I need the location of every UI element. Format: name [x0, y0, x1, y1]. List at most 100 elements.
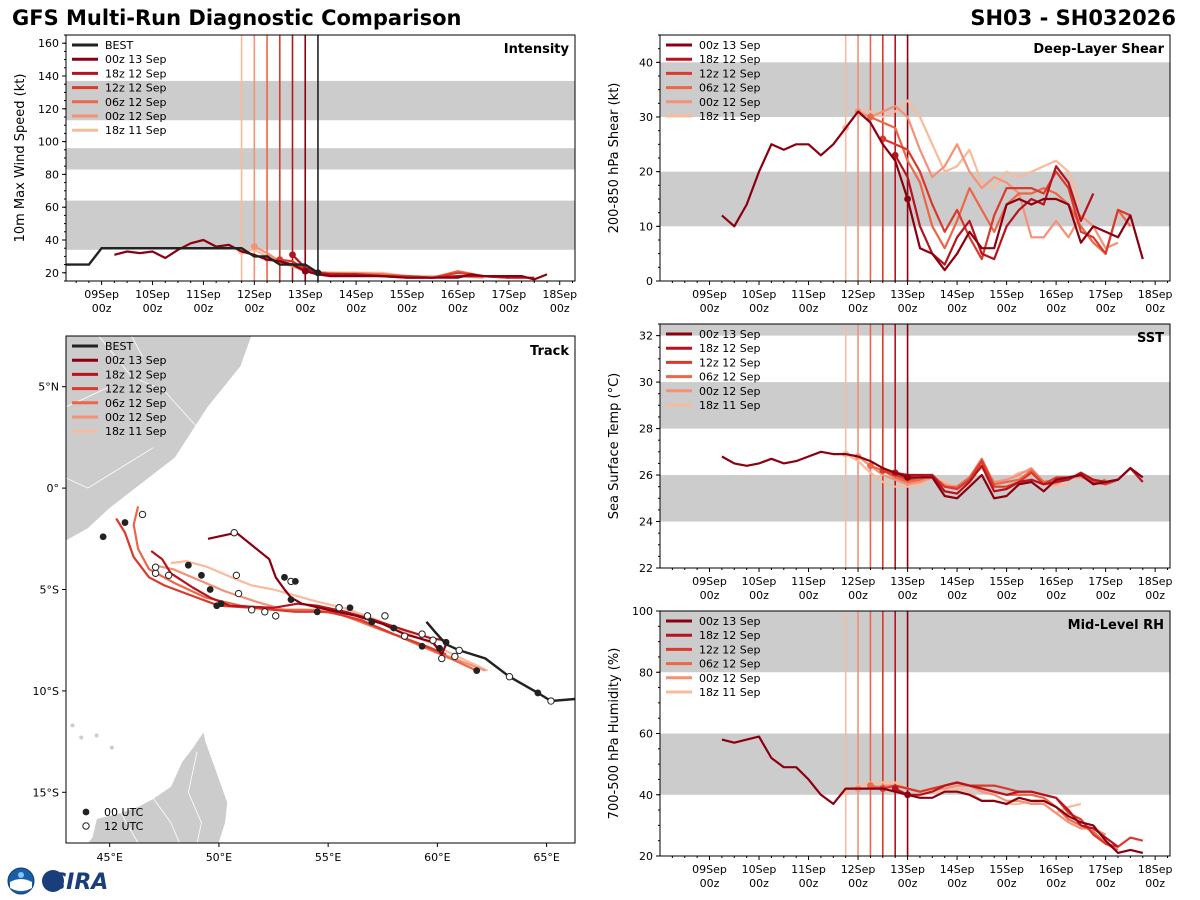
init-marker	[867, 113, 874, 121]
track-dot-00utc	[313, 608, 321, 616]
shaded-band	[660, 171, 1170, 227]
y-tick-label: 22	[639, 562, 653, 575]
init-marker	[904, 791, 911, 799]
shaded-band	[660, 62, 1170, 117]
series-line	[882, 781, 1144, 848]
y-tick-label: 26	[639, 469, 653, 482]
track-line	[153, 564, 486, 672]
x-tick-label: 00z	[1046, 302, 1066, 315]
legend-label: 12z 12 Sep	[699, 356, 761, 369]
x-tick-label: 00z	[143, 302, 163, 315]
init-marker	[250, 243, 258, 250]
y-axis-label: Sea Surface Temp (°C)	[607, 373, 622, 520]
shaded-band	[660, 382, 1170, 429]
x-tick-label: 15Sep	[390, 288, 425, 301]
legend-label: BEST	[105, 39, 133, 52]
x-tick-label: 00z	[898, 302, 918, 315]
y-tick-label: 20	[639, 850, 653, 863]
x-tick-label: 00z	[700, 877, 720, 890]
legend-label: 18z 12 Sep	[699, 629, 761, 642]
track-dot-12utc	[547, 697, 555, 705]
y-tick-label: 60	[45, 201, 59, 214]
y-tick-label: 10°S	[33, 685, 59, 698]
x-tick-label: 00z	[1145, 877, 1165, 890]
x-tick-label: 13Sep	[890, 288, 925, 301]
legend-label: 06z 12 Sep	[105, 397, 167, 410]
country-border	[66, 447, 154, 489]
shear-plot-area	[660, 35, 1170, 281]
y-tick-label: 80	[639, 666, 653, 679]
x-tick-label: 00z	[848, 877, 868, 890]
init-marker	[301, 267, 309, 275]
track-dot-12utc	[138, 510, 147, 519]
plot-frame	[659, 323, 1171, 569]
x-tick-label: 09Sep	[692, 863, 727, 876]
y-tick-label: 0°	[47, 482, 60, 495]
track-dot-12utc	[247, 606, 256, 614]
cira-globe-icon	[42, 870, 64, 892]
x-tick-label: 12Sep	[237, 288, 272, 301]
track-dot-12utc	[438, 654, 446, 663]
best-track-line	[66, 246, 319, 274]
y-tick-label: 10	[639, 220, 653, 233]
y-tick-label: 40	[639, 56, 653, 69]
legend-dot-12utc	[82, 822, 90, 830]
x-tick-label: 00z	[1145, 589, 1165, 602]
init-marker	[867, 462, 874, 470]
x-tick-label: 09Sep	[692, 288, 727, 301]
track-dot-00utc	[368, 618, 376, 626]
track-dot-00utc	[534, 689, 542, 697]
x-tick-label: 00z	[997, 877, 1017, 890]
track-dot-12utc	[230, 529, 238, 537]
panel-title: Track	[530, 344, 569, 359]
legend-label: 18z 11 Sep	[105, 425, 167, 438]
legend-label: 12z 12 Sep	[699, 67, 761, 80]
x-tick-label: 12Sep	[841, 288, 876, 301]
x-tick-label: 17Sep	[1088, 288, 1123, 301]
track-dot-12utc	[232, 571, 241, 580]
track-line	[207, 531, 448, 656]
y-tick-label: 28	[639, 423, 653, 436]
legend-label: 00z 13 Sep	[699, 328, 761, 341]
x-tick-label: 00z	[848, 589, 868, 602]
x-tick-label: 00z	[700, 302, 720, 315]
shaded-band	[66, 80, 575, 121]
track-dot-12utc	[400, 632, 409, 640]
track-dot-12utc	[505, 673, 514, 681]
cira-logo: CIRA	[6, 866, 116, 900]
track-dot-12utc	[429, 636, 437, 644]
init-marker	[289, 251, 296, 259]
x-tick-label: 18Sep	[1138, 863, 1173, 876]
x-tick-label: 13Sep	[890, 575, 925, 588]
track-dot-12utc	[451, 652, 459, 661]
x-tick-label: 00z	[749, 877, 769, 890]
track-dot-00utc	[436, 644, 443, 652]
series-line	[894, 781, 1119, 848]
x-tick-label: 13Sep	[288, 288, 323, 301]
track-dot-00utc	[217, 600, 225, 608]
track-dot-12utc	[151, 569, 160, 577]
legend-label: 18z 12 Sep	[105, 368, 167, 381]
legend-label: 12z 12 Sep	[105, 383, 167, 396]
x-tick-label: 14Sep	[940, 575, 975, 588]
x-tick-label: 11Sep	[791, 863, 826, 876]
track-dot-12utc	[335, 604, 343, 612]
panel-title: Intensity	[504, 42, 570, 57]
x-tick-label: 60°E	[424, 851, 450, 864]
series-line	[894, 154, 1095, 266]
panel-title: Mid-Level RH	[1068, 618, 1164, 633]
country-border	[164, 390, 198, 428]
shaded-band	[660, 611, 1170, 673]
x-tick-label: 15Sep	[989, 575, 1024, 588]
track-dot-00utc	[287, 596, 295, 604]
track-plot-area	[66, 336, 575, 843]
x-tick-label: 16Sep	[441, 288, 476, 301]
x-tick-label: 13Sep	[890, 863, 925, 876]
y-axis-label: 200-850 hPa Shear (kt)	[607, 83, 622, 234]
track-dot-00utc	[206, 586, 214, 593]
series-line	[882, 137, 1131, 261]
land-madagascar	[87, 730, 229, 843]
y-tick-label: 30	[639, 111, 653, 124]
y-tick-label: 20	[639, 166, 653, 179]
x-tick-label: 00z	[1096, 302, 1116, 315]
